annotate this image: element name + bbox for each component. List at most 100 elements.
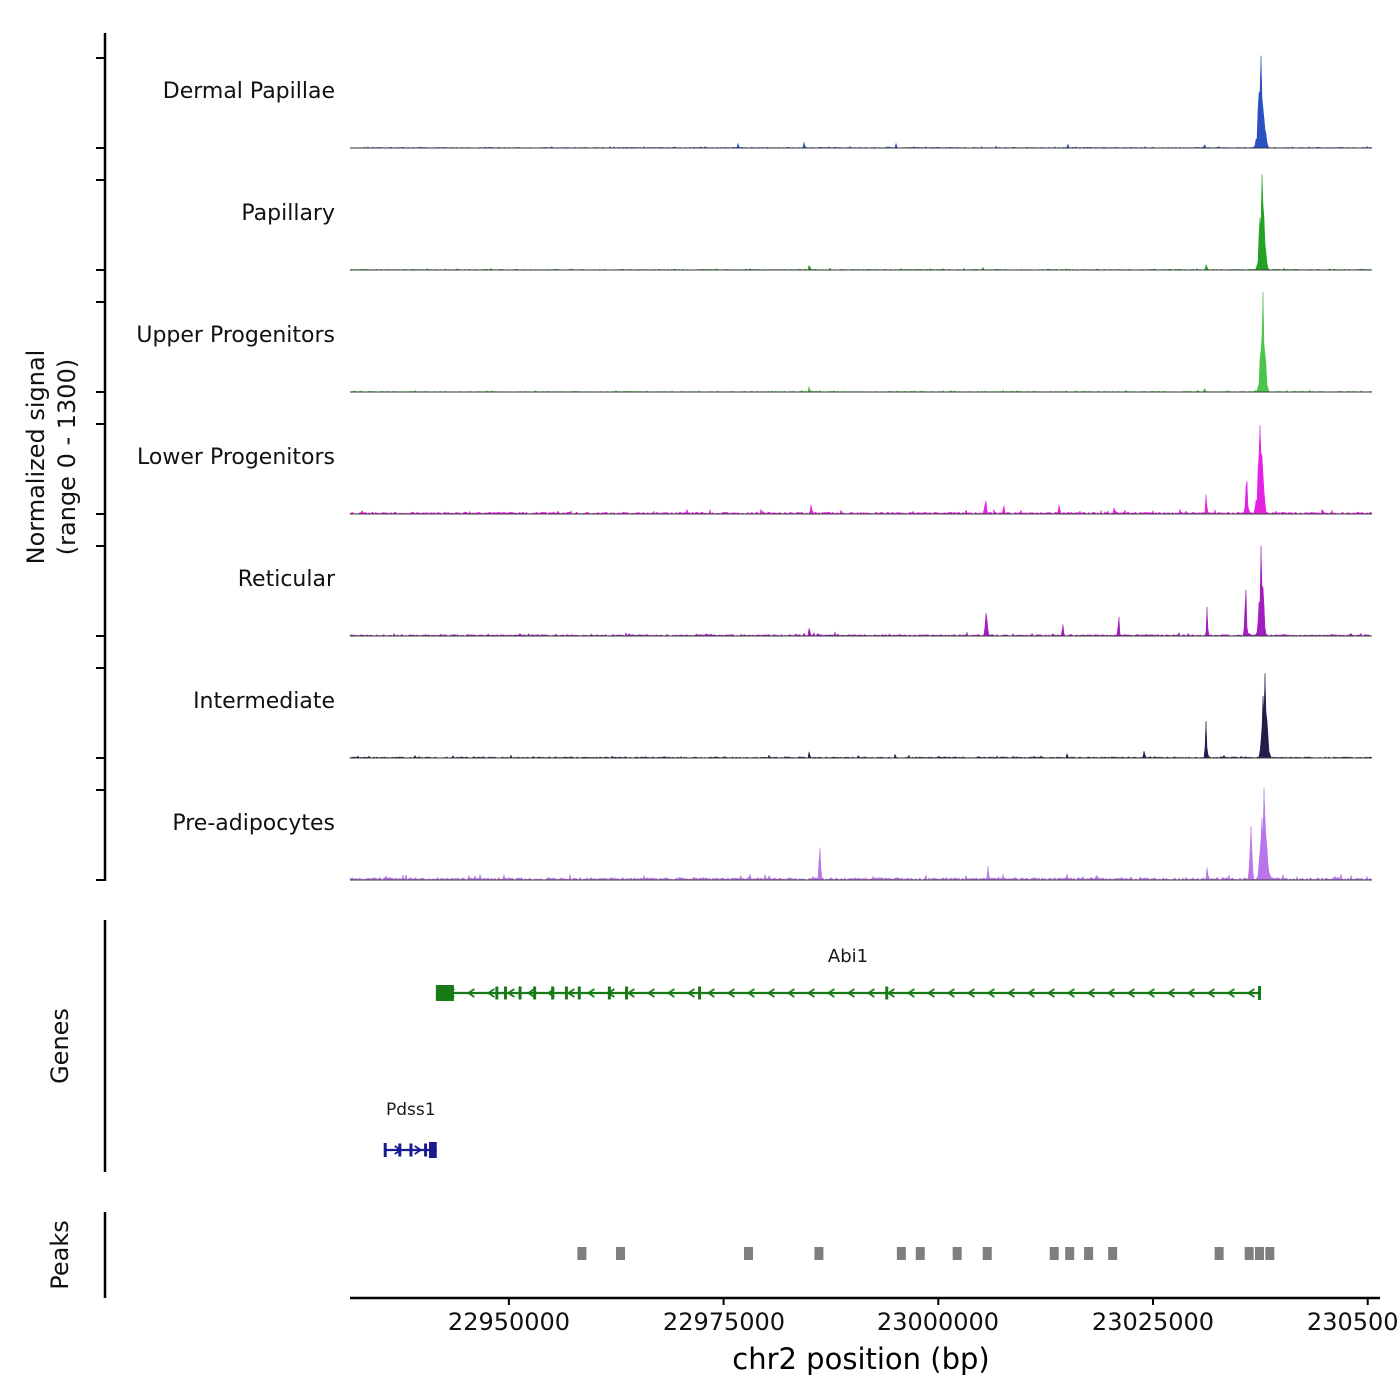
strand-arrow-left-icon (946, 988, 955, 998)
axis-tick-label: 23050000 (1306, 1308, 1400, 1336)
strand-arrow-left-icon (526, 988, 535, 998)
signal-area-2 (349, 291, 1373, 393)
strand-arrow-left-icon (1226, 988, 1235, 998)
signal-axis-label: Normalized signal (range 0 - 1300) (22, 349, 81, 565)
signal-area-4 (349, 545, 1372, 637)
peak-mark (1065, 1247, 1075, 1260)
signal-area-3 (349, 425, 1373, 515)
gene-utr-box (429, 1142, 437, 1158)
strand-arrow-left-icon (1086, 988, 1095, 998)
peaks-section-label: Peaks (46, 1220, 74, 1290)
gene-exon (495, 986, 499, 1000)
gene-exon (424, 1143, 428, 1157)
peak-mark (1254, 1247, 1264, 1260)
peak-mark (616, 1247, 626, 1260)
strand-arrow-left-icon (1126, 988, 1135, 998)
strand-arrow-left-icon (666, 988, 675, 998)
strand-arrow-left-icon (1186, 988, 1195, 998)
gene-exon (503, 986, 507, 1000)
strand-arrow-left-icon (846, 988, 855, 998)
strand-arrow-left-icon (1026, 988, 1035, 998)
strand-arrow-left-icon (1006, 988, 1015, 998)
strand-arrow-left-icon (1206, 988, 1215, 998)
track-label-upper-progenitors: Upper Progenitors (136, 323, 335, 348)
axis-tick-label: 23000000 (876, 1308, 1000, 1336)
signal-area-0 (349, 55, 1373, 149)
strand-arrow-right-icon (414, 1145, 423, 1155)
gene-label-abi1: Abi1 (827, 946, 869, 967)
strand-arrow-left-icon (986, 988, 995, 998)
gene-exon (518, 986, 522, 1000)
peak-mark (1084, 1247, 1094, 1260)
gene-exon (564, 986, 568, 1000)
strand-arrow-left-icon (966, 988, 975, 998)
strand-arrow-left-icon (786, 988, 795, 998)
axis-tick-label: 22975000 (662, 1308, 786, 1336)
strand-arrow-left-icon (726, 988, 735, 998)
peak-mark (952, 1247, 962, 1260)
strand-arrow-left-icon (1246, 988, 1255, 998)
strand-arrow-left-icon (686, 988, 695, 998)
strand-arrow-left-icon (886, 988, 895, 998)
peak-mark (896, 1247, 906, 1260)
peak-mark (743, 1247, 753, 1260)
signal-area-1 (349, 174, 1373, 271)
gene-exon (607, 986, 611, 1000)
peak-mark (1108, 1247, 1118, 1260)
strand-arrow-left-icon (926, 988, 935, 998)
axis-tick-label: 22950000 (447, 1308, 571, 1336)
peak-mark (577, 1247, 587, 1260)
gene-utr-box (435, 985, 454, 1001)
track-label-papillary: Papillary (241, 201, 335, 226)
strand-arrow-left-icon (1166, 988, 1175, 998)
strand-arrow-left-icon (506, 988, 515, 998)
gene-label-pdss1: Pdss1 (386, 1100, 436, 1120)
peak-mark (814, 1247, 824, 1260)
gene-exon (398, 1143, 402, 1157)
track-label-dermal-papillae: Dermal Papillae (162, 79, 335, 104)
peak-mark (1214, 1247, 1224, 1260)
peak-mark (1244, 1247, 1254, 1260)
strand-arrow-left-icon (486, 988, 495, 998)
track-label-reticular: Reticular (237, 567, 335, 592)
gene-end-bar (383, 1143, 387, 1157)
gene-exon (885, 986, 889, 1000)
strand-arrow-left-icon (766, 988, 775, 998)
strand-arrow-left-icon (1046, 988, 1055, 998)
gene-exon (533, 986, 537, 1000)
peak-mark (1049, 1247, 1059, 1260)
gene-exon (577, 986, 581, 1000)
signal-area-6 (349, 787, 1373, 881)
gene-exon (698, 986, 702, 1000)
strand-arrow-left-icon (586, 988, 595, 998)
peak-mark (1265, 1247, 1275, 1260)
strand-arrow-left-icon (646, 988, 655, 998)
gene-exon (409, 1143, 413, 1157)
axis-tick-label: 23025000 (1091, 1308, 1215, 1336)
signal-area-5 (349, 673, 1373, 759)
gene-exon (625, 986, 629, 1000)
peak-mark (982, 1247, 992, 1260)
strand-arrow-left-icon (706, 988, 715, 998)
strand-arrow-left-icon (746, 988, 755, 998)
strand-arrow-left-icon (1066, 988, 1075, 998)
x-axis-title: chr2 position (bp) (732, 1342, 990, 1376)
strand-arrow-left-icon (826, 988, 835, 998)
strand-arrow-left-icon (1146, 988, 1155, 998)
strand-arrow-left-icon (806, 988, 815, 998)
strand-arrow-left-icon (626, 988, 635, 998)
strand-arrow-left-icon (566, 988, 575, 998)
track-label-intermediate: Intermediate (193, 689, 335, 714)
track-label-lower-progenitors: Lower Progenitors (137, 445, 335, 470)
strand-arrow-left-icon (906, 988, 915, 998)
strand-arrow-left-icon (866, 988, 875, 998)
peak-mark (915, 1247, 925, 1260)
strand-arrow-left-icon (466, 988, 475, 998)
gene-end-bar (1257, 986, 1261, 1000)
strand-arrow-left-icon (1106, 988, 1115, 998)
gene-exon (551, 986, 555, 1000)
genes-section-label: Genes (46, 1008, 74, 1084)
track-label-pre-adipocytes: Pre-adipocytes (172, 811, 335, 836)
